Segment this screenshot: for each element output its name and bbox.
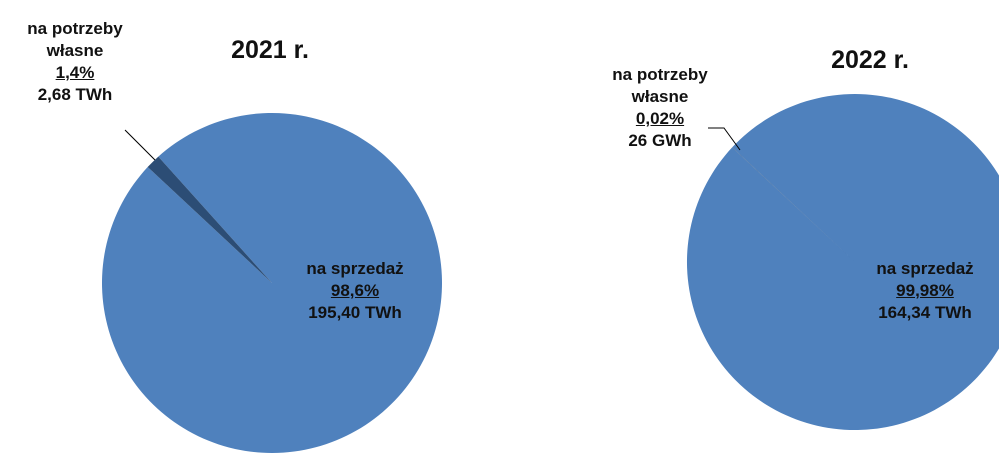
chart-title: 2022 r.	[831, 46, 909, 74]
pie-slice	[102, 113, 442, 453]
leader-line	[708, 127, 741, 151]
slice-label: na sprzedaż 98,6% 195,40 TWh	[285, 258, 425, 324]
amount-label: 26 GWh	[628, 131, 692, 150]
pie-slice	[686, 94, 999, 431]
slice-label: na potrzeby własne 1,4% 2,68 TWh	[5, 18, 145, 106]
category-label: na potrzeby własne	[27, 19, 123, 60]
category-label: na potrzeby własne	[612, 65, 708, 106]
percent-label: 98,6%	[330, 281, 380, 300]
pie-slice	[732, 147, 855, 262]
amount-label: 195,40 TWh	[308, 303, 402, 322]
slice-label: na sprzedaż 99,98% 164,34 TWh	[855, 258, 995, 324]
category-label: na sprzedaż	[306, 259, 404, 278]
amount-label: 2,68 TWh	[37, 85, 113, 104]
leader-line	[124, 129, 156, 161]
category-label: na sprzedaż	[876, 259, 974, 278]
chart-title: 2021 r.	[231, 36, 309, 64]
slice-label: na potrzeby własne 0,02% 26 GWh	[590, 64, 730, 152]
percent-label: 1,4%	[55, 63, 95, 82]
pie-slice	[147, 156, 272, 283]
percent-label: 0,02%	[635, 109, 685, 128]
percent-label: 99,98%	[896, 281, 954, 300]
amount-label: 164,34 TWh	[878, 303, 972, 322]
